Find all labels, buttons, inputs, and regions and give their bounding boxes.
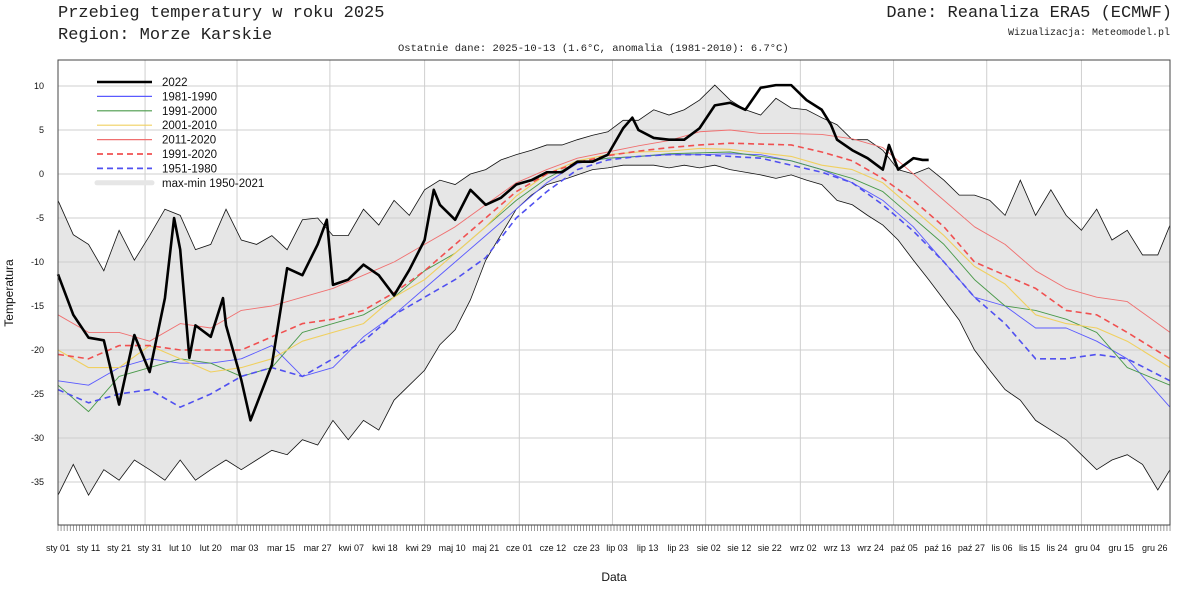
series-line-1951-1980 [57,153,1171,409]
envelope-max-line [57,84,1171,272]
series-line-2011-2020 [57,129,1171,342]
x-tick-label: cze 12 [540,543,567,553]
y-tick-label: -20 [31,345,44,355]
y-tick-label: -10 [31,257,44,267]
x-tick-label: mar 15 [267,543,295,553]
x-tick-label: lis 06 [991,543,1012,553]
x-tick-label: sie 22 [758,543,782,553]
y-tick-label: 0 [39,169,44,179]
x-axis-label: Data [601,570,627,584]
y-tick-label: -25 [31,389,44,399]
x-tick-label: mar 03 [230,543,258,553]
y-axis-label: Temperatura [2,259,16,327]
x-tick-label: gru 04 [1075,543,1101,553]
x-tick-label: kwi 18 [372,543,398,553]
legend-label: 2022 [162,77,188,89]
x-tick-label: gru 15 [1108,543,1134,553]
visualization-credit: Wizualizacja: Meteomodel.pl [1007,28,1170,39]
x-tick-label: lis 15 [1019,543,1040,553]
y-tick-label: -30 [31,433,44,443]
x-tick-label: sie 12 [727,543,751,553]
envelope-min-line [57,164,1171,497]
y-tick-label: 5 [39,125,44,135]
x-tick-label: sty 01 [46,543,70,553]
legend-label: 1991-2000 [162,106,217,118]
legend-label: 1991-2020 [162,149,217,161]
x-tick-label: cze 01 [506,543,533,553]
envelope-area [58,85,1171,496]
chart-title: Przebieg temperatury w roku 2025 [58,4,385,23]
y-tick-label: -35 [31,477,44,487]
x-tick-label: lip 13 [637,543,659,553]
y-tick-label: -5 [36,213,44,223]
legend-label: 2011-2020 [162,135,216,147]
series-line-2022 [56,83,929,422]
y-tick-label: -15 [31,301,44,311]
legend: 2022 1981-1990 1991-2000 2001-2010 2011-2020… [94,77,264,190]
x-tick-label: wrz 24 [856,543,884,553]
x-tick-label: sty 31 [138,543,162,553]
x-tick-label: maj 10 [439,543,466,553]
x-tick-label: wrz 02 [789,543,817,553]
x-tick-label: sie 02 [697,543,721,553]
legend-label: 2001-2010 [162,120,217,132]
x-tick-label: paź 05 [891,543,918,553]
region-label: Region: Morze Karskie [58,26,273,45]
x-tick-label: cze 23 [573,543,600,553]
last-data-info: Ostatnie dane: 2025-10-13 (1.6°C, anomal… [398,43,789,55]
x-tick-label: wrz 13 [823,543,851,553]
legend-label: 1951-1980 [162,163,217,175]
x-tick-label: kwi 07 [339,543,365,553]
x-tick-label: sty 11 [77,543,100,553]
x-tick-label: maj 21 [472,543,499,553]
legend-label: max-min 1950-2021 [162,178,264,190]
x-tick-label: paź 27 [958,543,985,553]
legend-label: 1981-1990 [162,91,217,103]
x-tick-label: mar 27 [304,543,332,553]
x-tick-label: sty 21 [107,543,131,553]
x-tick-label: gru 26 [1142,543,1168,553]
x-tick-label: lis 24 [1046,543,1067,553]
x-tick-label: lip 03 [606,543,628,553]
x-tick-label: paź 16 [924,543,951,553]
x-tick-label: lip 23 [667,543,689,553]
data-source: Dane: Reanaliza ERA5 (ECMWF) [886,4,1172,23]
y-tick-label: 10 [34,81,44,91]
x-tick-label: kwi 29 [406,543,432,553]
x-tick-label: lut 20 [200,543,222,553]
x-tick-label: lut 10 [169,543,191,553]
